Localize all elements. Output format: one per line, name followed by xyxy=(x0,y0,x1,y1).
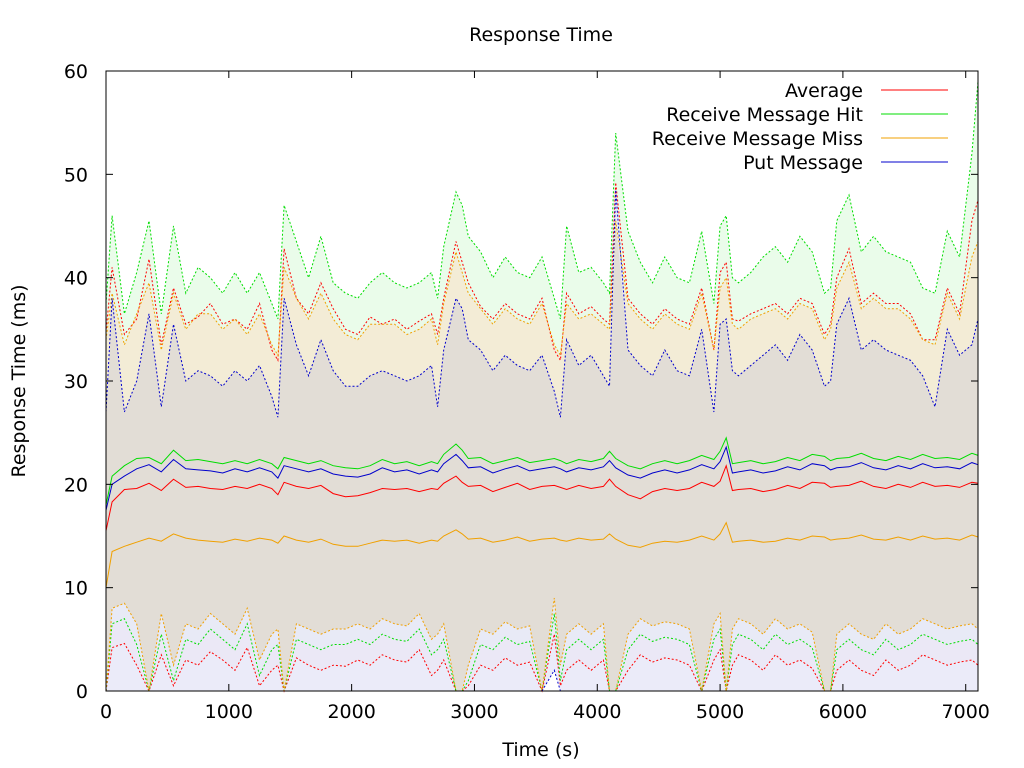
legend-label-put-message: Put Message xyxy=(743,152,863,174)
put-message-mean-line xyxy=(105,445,979,511)
y-tick-label: 60 xyxy=(64,61,88,83)
y-tick-label: 20 xyxy=(64,474,88,496)
y-tick-label: 40 xyxy=(64,268,88,290)
y-tick-label: 0 xyxy=(76,681,88,703)
average-mean-line xyxy=(105,464,979,531)
legend-label-receive-message-miss: Receive Message Miss xyxy=(652,128,863,150)
confidence-bands xyxy=(106,81,978,692)
x-tick-label: 0 xyxy=(100,701,112,723)
chart-title: Response Time xyxy=(469,24,613,46)
put-message-upper-line xyxy=(105,189,979,418)
average-upper-line xyxy=(105,182,979,362)
axis-ticks: 0 1000 2000 3000 4000 5000 6000 7000 0 10 20 30 40 50… xyxy=(64,61,990,723)
x-tick-label: 5000 xyxy=(696,701,744,723)
x-tick-label: 7000 xyxy=(942,701,990,723)
x-tick-label: 6000 xyxy=(819,701,867,723)
x-tick-label: 1000 xyxy=(205,701,253,723)
receive-message-hit-mean-line xyxy=(105,436,979,506)
receive-message-miss-lower-line xyxy=(105,597,979,692)
y-tick-label: 50 xyxy=(64,164,88,186)
x-tick-label: 4000 xyxy=(573,701,621,723)
x-axis-label: Time (s) xyxy=(501,739,579,761)
legend-label-average: Average xyxy=(785,80,863,102)
receive-message-miss-mean-line xyxy=(105,521,979,588)
legend-label-receive-message-hit: Receive Message Hit xyxy=(666,104,863,126)
band-overlap-region xyxy=(106,220,978,692)
y-tick-label: 30 xyxy=(64,371,88,393)
x-tick-label: 2000 xyxy=(327,701,375,723)
receive-message-hit-upper-line xyxy=(105,81,979,320)
y-axis-label: Response Time (ms) xyxy=(8,284,30,477)
y-tick-label: 10 xyxy=(64,578,88,600)
x-tick-label: 3000 xyxy=(450,701,498,723)
